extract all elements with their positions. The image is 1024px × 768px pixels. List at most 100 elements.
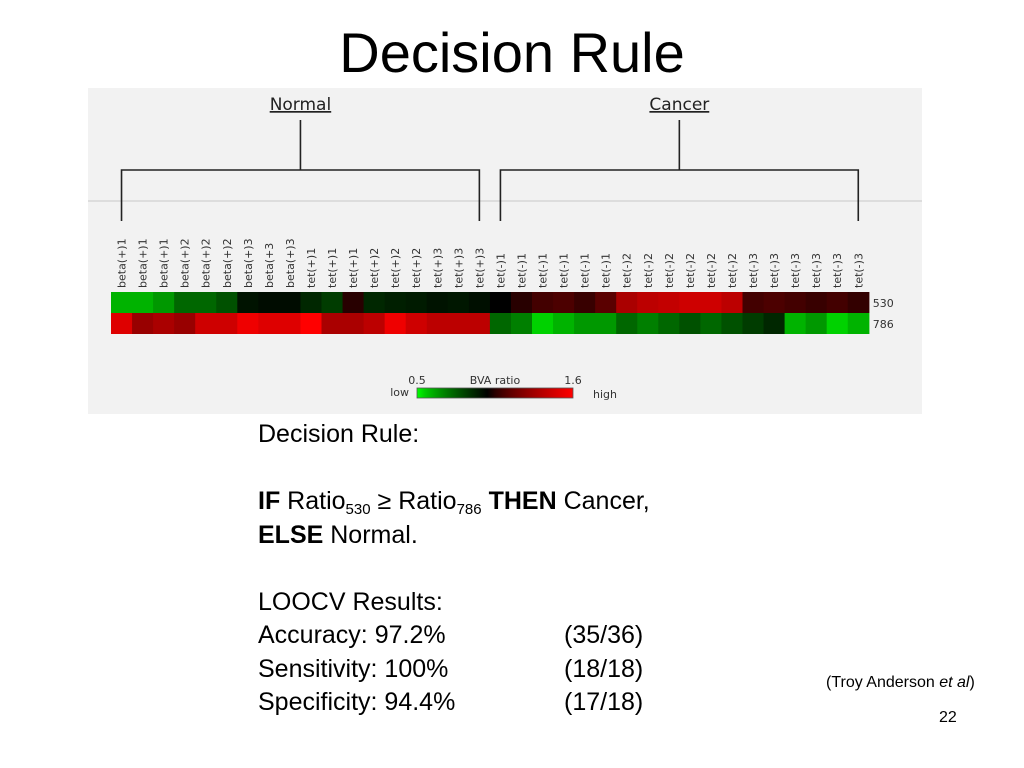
- heatmap-cell: [258, 313, 280, 334]
- result-label: Sensitivity: 100%: [258, 654, 449, 683]
- column-label: beta(+)2: [179, 238, 192, 288]
- column-label: tet(-)3: [831, 253, 844, 288]
- column-label: tet(-)2: [663, 253, 676, 288]
- column-labels: beta(+)1 beta(+)1 beta(+)1 beta(+)2 beta(+)2…: [116, 238, 866, 288]
- heatmap-cell: [510, 313, 533, 334]
- result-label: Accuracy: 97.2%: [258, 621, 446, 649]
- group-label: Cancer: [649, 95, 709, 115]
- row-label: 786: [873, 318, 894, 331]
- color-scale-high-label: high: [593, 388, 617, 401]
- column-label: tet(-)2: [726, 253, 739, 288]
- citation: (Troy Anderson et al): [826, 674, 975, 691]
- slide-title: Decision Rule: [339, 21, 685, 84]
- heatmap-cell: [216, 313, 238, 334]
- column-label: tet(-)2: [621, 253, 634, 288]
- column-label: tet(-)1: [494, 253, 507, 288]
- heatmap-cell: [763, 313, 786, 334]
- heatmap-cell: [637, 313, 659, 334]
- heatmap-cell: [616, 313, 638, 334]
- heatmap-cell: [489, 292, 512, 313]
- heatmap-cell: [237, 292, 259, 313]
- if-keyword: IF: [258, 487, 281, 515]
- heatmap-cell: [658, 313, 680, 334]
- result-fraction: (35/36): [564, 621, 644, 649]
- dendrogram-branch: [499, 120, 860, 221]
- heatmap-cell: [237, 313, 259, 334]
- column-label: beta(+)1: [158, 238, 171, 288]
- column-label: beta(+)2: [200, 238, 213, 288]
- column-label: tet(-)2: [642, 253, 655, 288]
- rule-heading: Decision Rule:: [258, 420, 420, 448]
- heatmap-cell: [111, 292, 133, 313]
- heatmap-cell: [153, 313, 175, 334]
- color-scale-title: BVA ratio: [470, 374, 521, 387]
- column-label: tet(-)3: [810, 253, 823, 288]
- heatmap-cell: [510, 292, 533, 313]
- result-fraction: (18/18): [564, 654, 644, 683]
- heatmap-cell: [300, 292, 323, 313]
- heatmap-cell: [153, 292, 175, 313]
- geq-symbol: ≥: [377, 487, 392, 515]
- column-label: tet(-)3: [852, 253, 865, 288]
- heatmap-cell: [532, 313, 554, 334]
- heatmap-cell: [279, 292, 302, 313]
- heatmap-cell: [805, 292, 828, 313]
- dendrogram: [120, 120, 860, 221]
- heatmap-cell: [468, 292, 491, 313]
- heatmap-cell: [132, 313, 154, 334]
- rule-text-block: Decision Rule: IF Ratio530 ≥ Ratio786 TH…: [258, 418, 650, 720]
- heatmap-cell: [784, 313, 807, 334]
- heatmap-cell: [384, 313, 407, 334]
- column-label: tet(+)2: [389, 248, 402, 288]
- page-number: 22: [939, 709, 957, 726]
- heatmap-cell: [342, 313, 365, 334]
- column-label: tet(-)1: [558, 253, 571, 288]
- column-label: tet(-)2: [684, 253, 697, 288]
- heatmap-cell: [489, 313, 512, 334]
- heatmap-cell: [447, 313, 470, 334]
- column-label: tet(+)2: [368, 248, 381, 288]
- column-label: tet(-)1: [537, 253, 550, 288]
- heatmap-cell: [679, 292, 701, 313]
- color-scale: BVA ratio 0.5 1.6 low high: [390, 374, 617, 401]
- heatmap-cell: [279, 313, 302, 334]
- heatmap-cell: [300, 313, 323, 334]
- column-label: beta(+)3: [284, 238, 297, 288]
- heatmap-cell: [721, 313, 744, 334]
- group-label: Normal: [270, 95, 332, 115]
- ratio-530-term: Ratio530: [287, 487, 371, 518]
- column-label: beta(+)3: [242, 238, 255, 288]
- column-label: tet(-)3: [789, 253, 802, 288]
- heatmap-cell: [658, 292, 680, 313]
- heatmap-chart: Normal Cancer beta(+)1 beta(+)1 beta(+)1 bet…: [88, 95, 922, 401]
- color-scale-bar: [416, 387, 574, 399]
- heatmap-cell: [616, 292, 638, 313]
- heatmap-cell: [742, 313, 765, 334]
- row-label: 530: [873, 297, 894, 310]
- color-scale-low-label: low: [390, 386, 409, 399]
- heatmap-cell: [721, 292, 744, 313]
- heatmap-cell: [195, 292, 217, 313]
- column-label: tet(+)1: [326, 248, 339, 288]
- result-row-specificity: Specificity: 94.4% (17/18): [258, 686, 650, 720]
- column-label: beta(+)1: [137, 238, 150, 288]
- result-row-accuracy: Accuracy: 97.2% (35/36): [258, 619, 650, 653]
- heatmap-cell: [321, 292, 344, 313]
- heatmap-cell: [784, 292, 807, 313]
- color-scale-max-label: 1.6: [564, 374, 582, 387]
- heatmap-cell: [763, 292, 786, 313]
- heatmap-cell: [132, 292, 154, 313]
- results-heading: LOOCV Results:: [258, 587, 443, 616]
- heatmap-cell: [847, 313, 870, 334]
- rule-if-line: IF Ratio530 ≥ Ratio786 THEN Cancer,: [258, 485, 650, 519]
- heatmap-cell: [595, 292, 617, 313]
- heatmap-cells: [111, 292, 870, 334]
- color-scale-min-label: 0.5: [408, 374, 426, 387]
- column-label: tet(+)1: [305, 248, 318, 288]
- heatmap-cell: [700, 292, 723, 313]
- column-label: tet(-)3: [747, 253, 760, 288]
- else-keyword: ELSE: [258, 520, 324, 549]
- heatmap-cell: [174, 292, 196, 313]
- heatmap-cell: [595, 313, 617, 334]
- ratio-786-term: Ratio786: [398, 487, 482, 518]
